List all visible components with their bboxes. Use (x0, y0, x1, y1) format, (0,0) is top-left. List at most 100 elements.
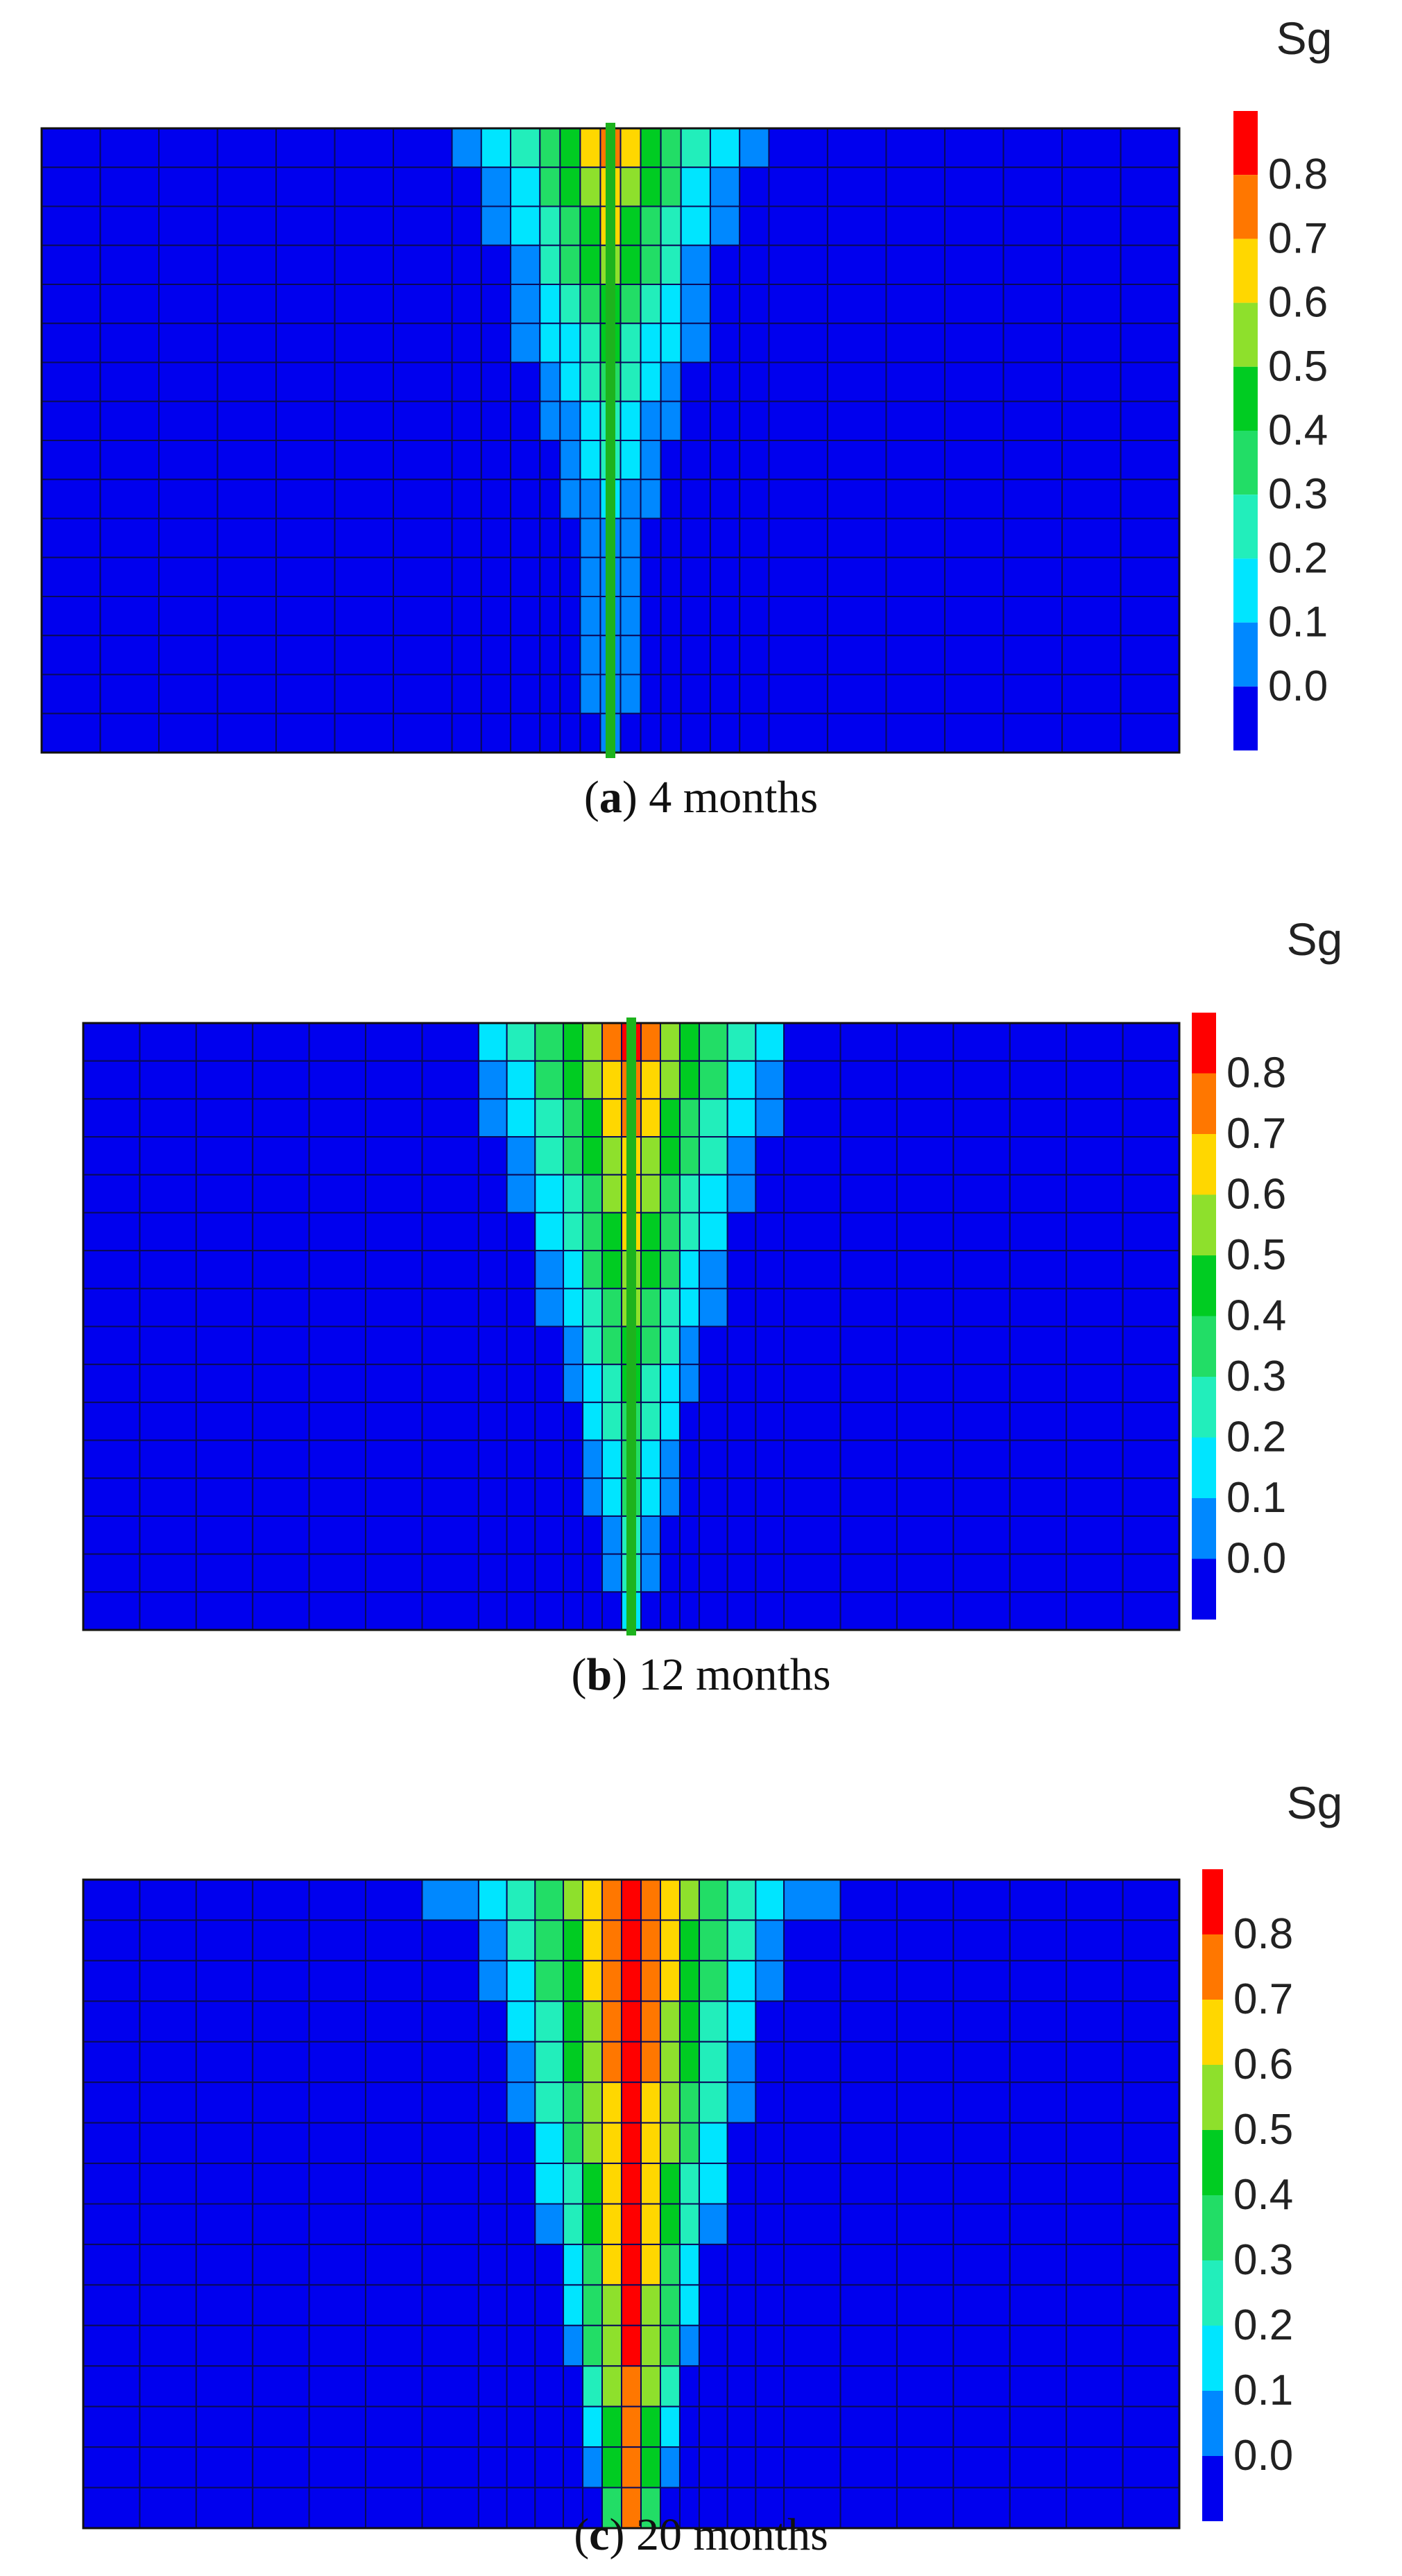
grid-cell (680, 479, 711, 520)
grid-cell (139, 2122, 197, 2165)
grid-cell (559, 166, 581, 207)
colorbar-band (1192, 1194, 1216, 1255)
grid-cell (421, 1174, 479, 1214)
grid-cell (510, 712, 541, 753)
grid-cell (393, 712, 453, 753)
grid-cell (698, 2122, 728, 2165)
grid-cell (365, 1022, 423, 1062)
grid-cell (755, 1212, 785, 1252)
colorbar-tick-label: 0.7 (1226, 1110, 1286, 1158)
grid-cell (139, 1879, 197, 1921)
grid-cell (943, 673, 1005, 714)
colorbar-tick-label: 0.1 (1268, 599, 1328, 646)
grid-cell (579, 556, 601, 597)
grid-cell (698, 1174, 728, 1214)
grid-cell (83, 2122, 141, 2165)
grid-cell (139, 1060, 197, 1100)
grid-cell (1002, 205, 1063, 246)
grid-cell (139, 1959, 197, 2002)
grid-cell (709, 244, 741, 285)
grid-cell (709, 323, 741, 363)
grid-cell (726, 2000, 757, 2043)
grid-cell (698, 1287, 728, 1328)
grid-cell (563, 1060, 584, 1100)
grid-cell (896, 1060, 955, 1100)
grid-cell (195, 1919, 254, 1961)
grid-cell (1009, 1325, 1068, 1366)
grid-cell (365, 1515, 423, 1555)
grid-cell (839, 2203, 898, 2245)
grid-cell (896, 2487, 955, 2529)
grid-cell (1120, 479, 1180, 520)
grid-cell (582, 2041, 604, 2084)
grid-cell (1066, 1879, 1124, 1921)
grid-cell (698, 2446, 728, 2489)
grid-cell (158, 244, 219, 285)
grid-cell (1009, 1212, 1068, 1252)
grid-cell (783, 1401, 841, 1441)
grid-cell (158, 556, 219, 597)
grid-cell (660, 673, 682, 714)
grid-cell (659, 1060, 681, 1100)
grid-cell (308, 1060, 367, 1100)
grid-cell (621, 2163, 642, 2205)
grid-cell (1066, 2487, 1124, 2529)
grid-cell (99, 323, 160, 363)
grid-cell (534, 1879, 565, 1921)
grid-cell (1122, 2041, 1180, 2084)
grid-cell (139, 2163, 197, 2205)
grid-cell (99, 440, 160, 481)
grid-cell (365, 1879, 423, 1921)
grid-cell (195, 2324, 254, 2367)
grid-cell (421, 1591, 479, 1631)
grid-cell (1009, 1364, 1068, 1403)
grid-cell (601, 1439, 623, 1479)
grid-cell (83, 2365, 141, 2407)
grid-cell (559, 556, 581, 597)
grid-cell (477, 1060, 508, 1100)
grid-cell (559, 712, 581, 753)
grid-cell (640, 1325, 661, 1366)
grid-cell (839, 1879, 898, 1921)
grid-cell (421, 1022, 479, 1062)
grid-cell (539, 205, 561, 246)
grid-cell (563, 2163, 584, 2205)
grid-cell (252, 1477, 310, 1517)
grid-cell (563, 1553, 584, 1593)
grid-cell (252, 1212, 310, 1252)
grid-cell (83, 1212, 141, 1252)
grid-cell (839, 1959, 898, 2002)
grid-cell (393, 517, 453, 558)
grid-cell (783, 1364, 841, 1403)
grid-cell (680, 517, 711, 558)
grid-cell (943, 712, 1005, 753)
colorbar-band (1202, 2130, 1223, 2195)
grid-cell (698, 2243, 728, 2286)
grid-cell (1009, 2000, 1068, 2043)
grid-cell (739, 479, 770, 520)
grid-cell (660, 712, 682, 753)
grid-cell (726, 1477, 757, 1517)
grid-cell (1122, 1098, 1180, 1138)
grid-cell (534, 2081, 565, 2124)
grid-cell (726, 1250, 757, 1289)
grid-cell (783, 2243, 841, 2286)
grid-cell (952, 2324, 1011, 2367)
grid-cell (365, 1959, 423, 2002)
colorbar-band (1192, 1073, 1216, 1134)
grid-cell (559, 323, 581, 363)
grid-cell (952, 1098, 1011, 1138)
heatmap-a-svg: 0.8 0.7 0.6 0.5 0.4 0.3 0.2 0.1 0.0 Sg (40, 12, 1332, 758)
colorbar-tick-label: 0.6 (1233, 2041, 1293, 2088)
grid-cell (885, 479, 946, 520)
grid-cell (1066, 2284, 1124, 2326)
grid-cell (678, 1439, 700, 1479)
grid-cell (839, 1439, 898, 1479)
grid-cell (783, 1022, 841, 1062)
colorbar-tick-label: 0.1 (1226, 1474, 1286, 1522)
grid-cell (563, 2203, 584, 2245)
grid-cell (421, 2243, 479, 2286)
grid-cell (195, 1174, 254, 1214)
grid-cell (308, 1022, 367, 1062)
colorbar: 0.8 0.7 0.6 0.5 0.4 0.3 0.2 0.1 0.0 (1192, 1013, 1286, 1620)
